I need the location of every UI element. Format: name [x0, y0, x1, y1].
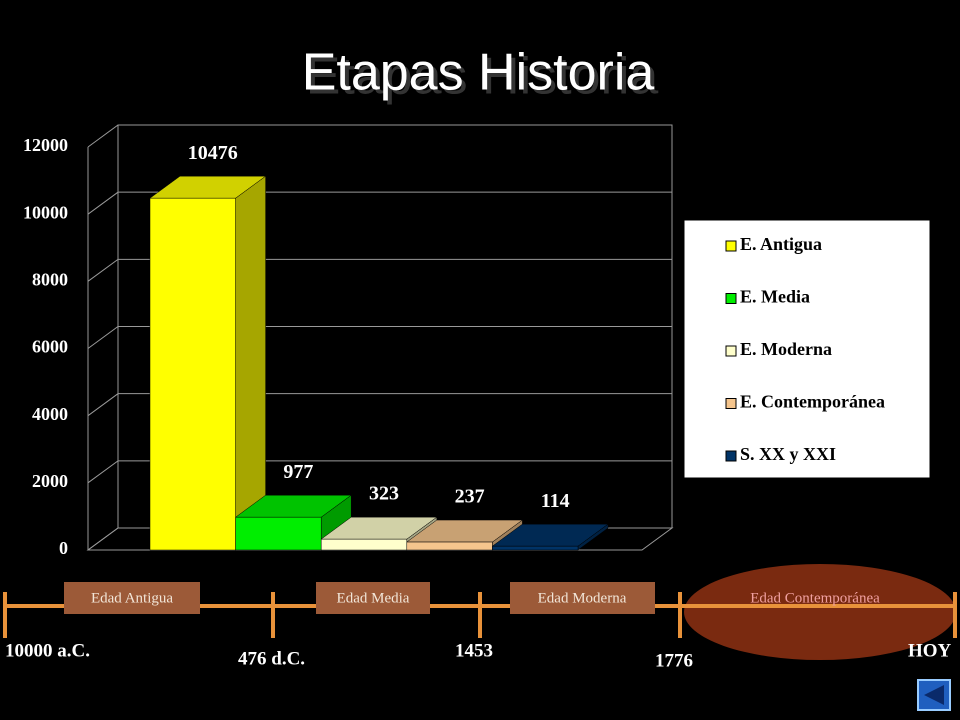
period-label: Edad Media: [337, 590, 410, 606]
y-tick-label: 0: [59, 538, 68, 558]
bar: [235, 516, 322, 551]
bar: [492, 545, 579, 551]
legend-swatch: [725, 345, 737, 357]
data-label: 114: [541, 490, 570, 512]
grid-line: [87, 258, 672, 282]
y-tick-label: 12000: [23, 135, 68, 155]
period-label: Edad Contemporánea: [750, 590, 880, 606]
grid-line: [87, 191, 672, 215]
chart: 0 2000 4000 6000 8000 10000 12000 10476 977 323 23…: [23, 124, 674, 558]
legend-swatch: [725, 293, 737, 304]
chart-title: Etapas Historia: [302, 44, 655, 102]
grid-line: [87, 460, 672, 484]
nav-arrow[interactable]: [924, 685, 944, 705]
y-tick-label: 2000: [32, 471, 68, 491]
period-box: [510, 582, 655, 614]
date-label: HOY: [908, 640, 952, 661]
y-tick-label: 6000: [32, 337, 68, 357]
data-label: 323: [369, 483, 399, 505]
grid-line: [87, 326, 672, 349]
legend-swatch: [725, 450, 737, 462]
highlight-ellipse: [684, 564, 956, 660]
y-tick-label: 4000: [32, 404, 68, 424]
bar-side-shade: [578, 524, 608, 550]
bar-top-shade: [406, 520, 523, 543]
date-label: 1776: [655, 650, 693, 671]
period-label: Edad Antigua: [91, 590, 173, 606]
date-label: 10000 a.C.: [5, 640, 90, 661]
legend-label: S. XX y XXI: [740, 444, 836, 464]
data-label: 977: [283, 461, 313, 483]
bar-top-shade: [492, 524, 608, 547]
timeline: Edad Antigua Edad Media Edad Moderna Edad C…: [3, 564, 957, 671]
y-tick-label: 8000: [32, 269, 68, 289]
legend: [683, 219, 931, 479]
bar: [149, 197, 236, 551]
period-label: Edad Moderna: [538, 590, 627, 606]
legend-label: E. Contemporánea: [740, 392, 885, 412]
bar-top-shade: [235, 495, 352, 518]
legend-label: E. Antigua: [740, 234, 822, 254]
title-shadow: Etapas Historia: [306, 48, 659, 106]
legend-label: E. Moderna: [740, 339, 832, 359]
period-box: [64, 582, 200, 614]
data-label: 10476: [188, 142, 238, 164]
legend-items: E. Antigua E. Media E. Moderna E. Contempor…: [725, 234, 885, 464]
date-label: 1453: [455, 640, 493, 661]
date-label: 476 d.C.: [238, 648, 305, 669]
legend-swatch: [725, 240, 737, 252]
grid-line: [87, 124, 672, 148]
data-label: 237: [455, 486, 485, 508]
bar: [320, 538, 408, 551]
legend-label: E. Media: [740, 287, 810, 307]
bar-top-shade: [150, 176, 266, 199]
bar-side-shade: [235, 176, 266, 550]
legend-swatch: [725, 398, 737, 409]
period-box: [316, 582, 430, 614]
bar: [406, 541, 493, 551]
grid-line: [87, 393, 672, 417]
nav-button[interactable]: [917, 679, 951, 711]
y-tick-label: 10000: [23, 202, 68, 222]
bar-top-shade: [321, 517, 437, 540]
